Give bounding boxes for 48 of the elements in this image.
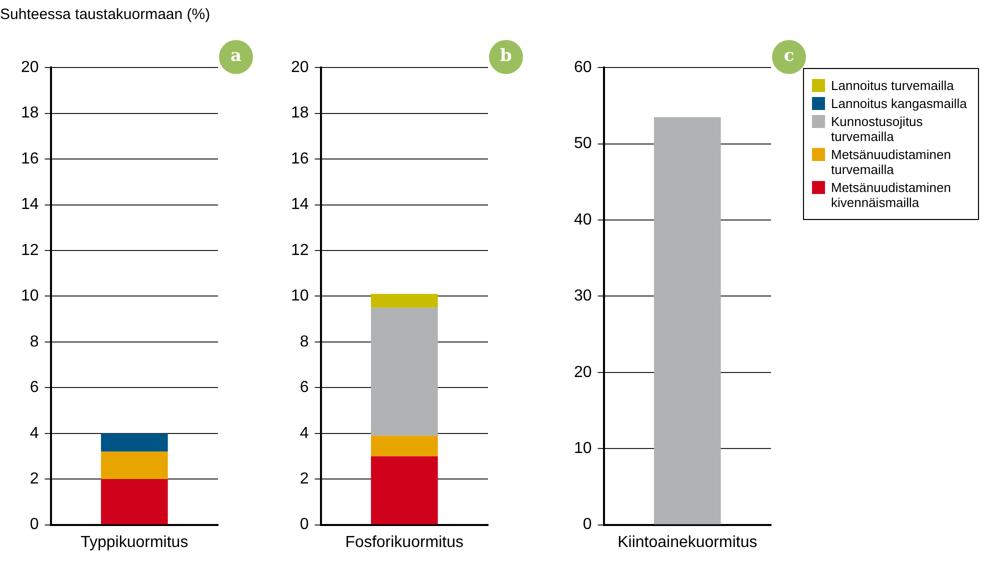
y-tick-label: 18 bbox=[291, 104, 309, 122]
y-tick-label: 40 bbox=[574, 211, 592, 228]
y-tick-label: 14 bbox=[21, 196, 39, 214]
legend-label: Kunnostusojitus turvemailla bbox=[831, 114, 924, 144]
bar bbox=[370, 436, 438, 456]
text: b bbox=[489, 40, 523, 74]
y-tick-label: 20 bbox=[21, 59, 39, 76]
x-tick-label: Typpikuormitus bbox=[80, 534, 188, 551]
y-tick-label: 50 bbox=[574, 135, 592, 152]
y-tick-label: 10 bbox=[21, 288, 39, 305]
y-tick-label: 0 bbox=[30, 516, 39, 534]
y-tick-label: 16 bbox=[21, 150, 39, 168]
x-tick-label: Kiintoainekuormitus bbox=[618, 534, 758, 551]
x-tick-label: Fosforikuormitus bbox=[345, 534, 464, 551]
y-tick-label: 6 bbox=[30, 379, 39, 396]
y-tick-label: 14 bbox=[291, 196, 309, 214]
y-tick-label: 30 bbox=[574, 288, 592, 305]
y-axis-title: Suhteessa taustakuormaan (%) bbox=[0, 6, 210, 23]
legend-label: Metsänuudistaminen turvemailla bbox=[831, 147, 952, 177]
y-tick-label: 8 bbox=[30, 333, 39, 350]
legend-label: Lannoitus turvemailla bbox=[831, 78, 954, 93]
y-tick-label: 16 bbox=[291, 150, 309, 168]
y-tick-label: 20 bbox=[291, 59, 309, 76]
bar bbox=[370, 456, 438, 524]
y-tick-label: 10 bbox=[291, 288, 309, 305]
legend-label: Lannoitus kangasmailla bbox=[831, 96, 967, 111]
y-tick-label: 18 bbox=[21, 104, 39, 122]
y-tick-label: 12 bbox=[291, 242, 309, 259]
bar bbox=[370, 308, 438, 436]
bar bbox=[100, 452, 168, 480]
bar bbox=[100, 433, 168, 452]
legend-label: Metsänuudistaminen kivennäismailla bbox=[831, 180, 952, 210]
bar bbox=[100, 479, 168, 524]
y-tick-label: 4 bbox=[300, 424, 309, 442]
y-tick-label: 2 bbox=[30, 470, 39, 488]
text: c bbox=[772, 40, 806, 74]
bar bbox=[370, 294, 438, 308]
y-tick-label: 4 bbox=[30, 424, 39, 442]
text: a bbox=[219, 40, 253, 74]
y-tick-label: 10 bbox=[574, 440, 592, 458]
y-tick-label: 8 bbox=[300, 333, 309, 350]
y-tick-label: 6 bbox=[300, 379, 309, 396]
y-tick-label: 60 bbox=[574, 59, 592, 76]
y-tick-label: 12 bbox=[21, 242, 39, 259]
y-tick-label: 2 bbox=[300, 470, 309, 488]
y-tick-label: 0 bbox=[300, 516, 309, 534]
y-tick-label: 20 bbox=[574, 364, 592, 381]
y-tick-label: 0 bbox=[582, 516, 592, 534]
